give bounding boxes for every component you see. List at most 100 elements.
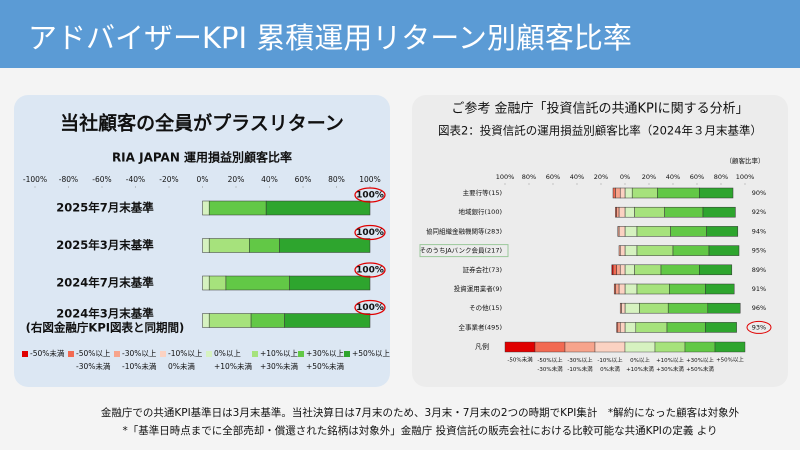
bar-segment	[634, 264, 662, 276]
x-tick-label: -60%	[92, 175, 111, 184]
bar-segment	[616, 206, 620, 218]
x-tick-label: 20%	[642, 173, 656, 181]
x-tick-label: -100%	[23, 175, 47, 184]
category-label: 2024年7月末基準	[56, 276, 154, 290]
bar-segment	[615, 283, 620, 295]
share-label: 92%	[752, 208, 766, 216]
bar-segment	[666, 322, 706, 333]
highlight-ellipse	[354, 299, 386, 316]
legend-label: -30%以上-10%未満	[122, 349, 157, 371]
bar-segment	[618, 245, 621, 256]
legend-label: +50%以上	[352, 349, 390, 358]
bar-segment	[617, 322, 621, 333]
x-tick-label: 60%	[690, 173, 704, 181]
legend-label: -50%以上-30%未満	[76, 349, 111, 371]
bar-segment	[624, 226, 638, 237]
category-label: 証券会社(73)	[463, 265, 502, 274]
total-label: 100%	[356, 191, 384, 201]
total-label: 100%	[356, 266, 384, 276]
category-label: その他(15)	[469, 303, 502, 312]
bar-segment	[624, 302, 640, 314]
bar-segment	[618, 206, 626, 218]
bar-segment	[636, 245, 674, 256]
legend-label: -10%以上 0%未満	[168, 349, 203, 371]
bar-segment	[208, 313, 252, 328]
x-tick-label: 100%	[496, 173, 515, 181]
slide-title: アドバイザーKPI 累積運用リターン別顧客比率	[28, 21, 632, 55]
legend-swatch	[684, 341, 716, 353]
legend-swatch	[654, 341, 686, 353]
legend-swatch	[206, 351, 212, 357]
bar-segment	[619, 302, 622, 314]
bar-segment	[670, 226, 707, 237]
legend-label: +10%以上+30%未満	[260, 349, 298, 371]
bar-segment	[624, 322, 637, 333]
bar-segment	[619, 187, 626, 199]
x-tick-label: 20%	[228, 175, 245, 184]
legend-label: 0%以上+10%未満	[626, 356, 654, 373]
legend-label: +30%以上+50%未満	[686, 356, 714, 373]
category-label: 主要行等(15)	[463, 188, 502, 197]
category-label: 2024年3月末基準(右図金融庁KPI図表と同期間)	[26, 306, 185, 334]
bar-segment	[265, 200, 371, 216]
legend-label: +10%以上+30%未満	[656, 356, 684, 373]
bar-segment	[669, 283, 706, 295]
bar-segment	[699, 187, 734, 199]
footnote: *「基準日時点までに全部売却・償還された銘柄は対象外」金融庁 投資信託の販売会社…	[122, 424, 717, 437]
bar-segment	[250, 313, 285, 328]
legend-label: -50%未満	[30, 348, 65, 358]
bar-segment	[706, 226, 739, 237]
chart-title: RIA JAPAN 運用損益別顧客比率	[112, 150, 292, 165]
bar-segment	[284, 313, 371, 328]
bar-segment	[208, 275, 227, 291]
total-label: 100%	[356, 228, 384, 238]
bar-segment	[279, 238, 371, 253]
bar-segment	[636, 226, 671, 237]
category-label: 2025年7月末基準	[56, 201, 154, 215]
bar-segment	[624, 187, 633, 199]
x-tick-label: 0%	[197, 175, 209, 184]
bar-segment	[624, 283, 638, 295]
legend-label: -50%以上-30%未満	[537, 356, 563, 373]
unit-label: （顧客比率）	[726, 156, 765, 165]
header-band	[0, 0, 800, 68]
x-tick-label: 60%	[546, 173, 560, 181]
highlight-ellipse	[354, 187, 386, 203]
bar-segment	[613, 283, 616, 295]
legend-swatch	[298, 351, 304, 357]
bar-segment	[664, 206, 704, 218]
legend-swatch	[252, 351, 258, 357]
bar-segment	[624, 206, 635, 218]
bar-segment	[699, 264, 733, 276]
legend-swatch	[504, 341, 536, 353]
right-panel	[412, 95, 788, 387]
x-tick-label: 100%	[359, 175, 380, 184]
category-label: 全事業者(495)	[459, 322, 502, 331]
x-tick-label: 40%	[666, 173, 680, 181]
x-tick-label: 80%	[328, 175, 345, 184]
legend-swatch	[22, 351, 28, 357]
bar-segment	[202, 238, 210, 253]
x-tick-label: 40%	[570, 173, 584, 181]
left-heading: 当社顧客の全員がプラスリターン	[60, 112, 344, 135]
bar-segment	[708, 245, 740, 256]
category-label: 協同組織金融機関等(283)	[426, 226, 502, 235]
legend-swatch	[594, 341, 626, 353]
label-box	[419, 244, 509, 258]
legend-label: +30%以上+50%未満	[306, 349, 344, 371]
category-label: 投資運用業者(9)	[454, 284, 502, 293]
bar-segment	[619, 322, 626, 333]
bar-segment	[639, 302, 669, 314]
x-tick-label: -20%	[159, 175, 178, 184]
legend-swatch	[564, 341, 596, 353]
bar-segment	[624, 264, 635, 276]
bar-segment	[624, 245, 638, 256]
bar-segment	[631, 187, 658, 199]
bar-segment	[202, 200, 210, 216]
bar-segment	[705, 322, 737, 333]
x-tick-label: 60%	[295, 175, 312, 184]
legend-swatch	[68, 351, 74, 357]
x-tick-label: 0%	[620, 173, 630, 181]
share-label: 96%	[752, 304, 766, 312]
bar-segment	[672, 245, 710, 256]
